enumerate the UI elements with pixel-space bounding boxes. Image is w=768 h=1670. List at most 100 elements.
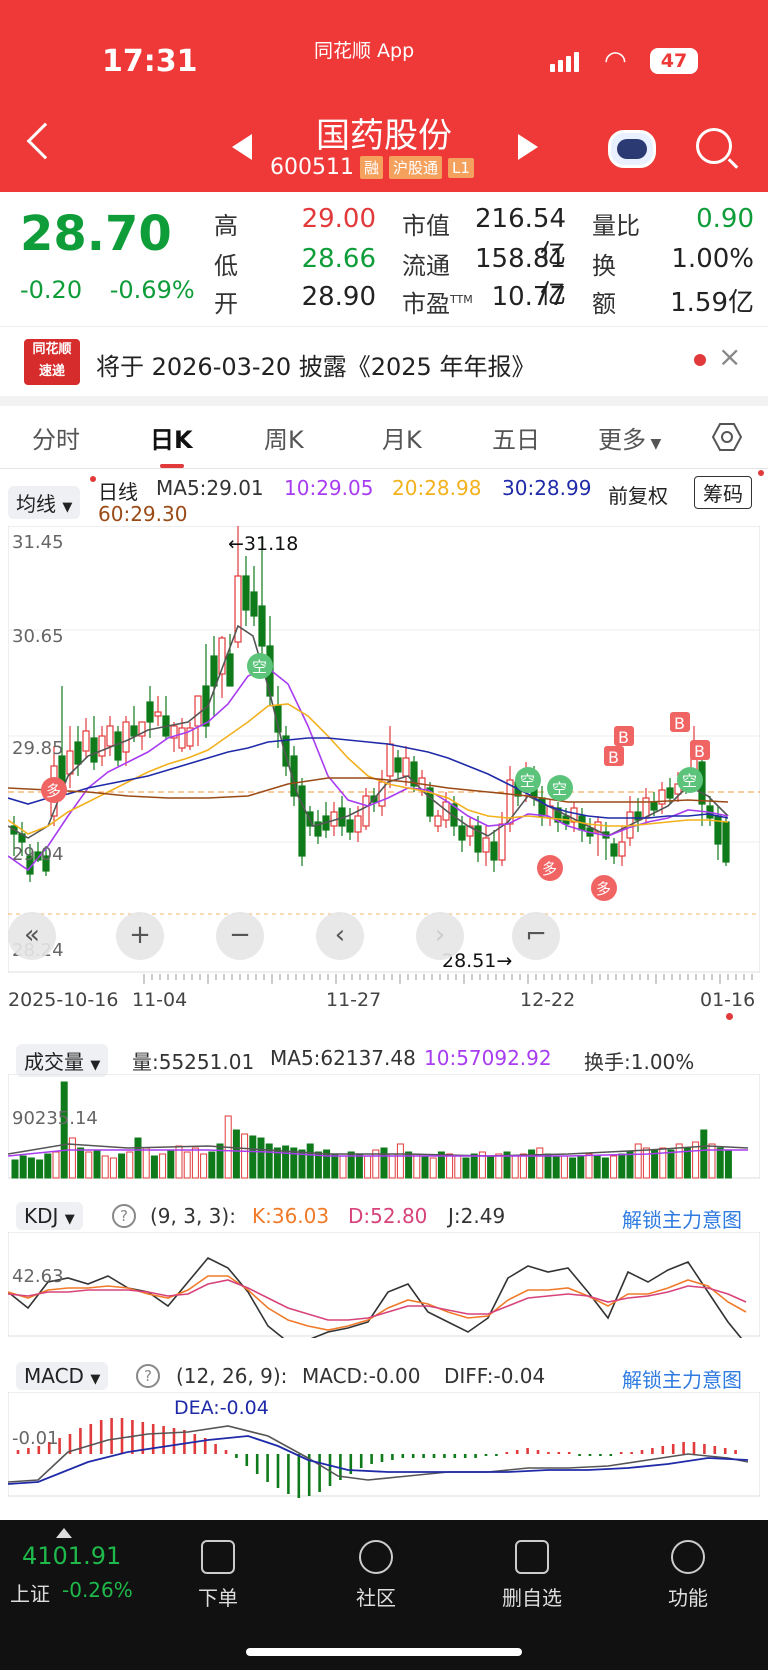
volume-bar — [675, 1143, 683, 1179]
help-icon[interactable]: ? — [112, 1204, 136, 1228]
volume-bar — [618, 1153, 626, 1179]
volume-bar — [716, 1147, 724, 1179]
tab-weekly[interactable]: 周K — [264, 426, 304, 454]
tab-more[interactable]: 更多 ▼ — [598, 420, 661, 455]
macd-dropdown-label: MACD — [24, 1364, 84, 1388]
volume-bar — [659, 1147, 667, 1179]
ma-dropdown-label: 均线 — [16, 492, 56, 516]
next-stock-icon[interactable] — [518, 134, 538, 160]
remove-watchlist-button[interactable]: 删自选 — [482, 1540, 582, 1611]
volume-bar — [118, 1153, 126, 1179]
tab-five-day[interactable]: 五日 — [492, 426, 540, 454]
x-label: 12-22 — [520, 989, 575, 1011]
macd-chart[interactable]: DEA:-0.04 -0.01 — [8, 1392, 760, 1498]
stock-code: 600511 — [270, 155, 354, 180]
ma-dropdown[interactable]: 均线 ▼ — [8, 486, 81, 519]
candle-body — [186, 727, 194, 747]
zoom-out-full-icon[interactable]: « — [8, 912, 56, 960]
ma20-value: 20:28.98 — [392, 476, 482, 500]
volume-dropdown[interactable]: 成交量 ▼ — [16, 1044, 109, 1077]
fullscreen-icon[interactable]: ⌐ — [512, 912, 560, 960]
unlock-link-kdj[interactable]: 解锁主力意图 — [622, 1208, 742, 1232]
prev-stock-icon[interactable] — [232, 134, 252, 160]
macd-dropdown[interactable]: MACD ▼ — [16, 1362, 109, 1390]
expand-icon[interactable] — [56, 1528, 72, 1538]
pe-sup: TTM — [450, 293, 473, 306]
volume-chart[interactable]: 90235.14 — [8, 1074, 760, 1180]
volume-bar — [380, 1147, 388, 1179]
logo-line1: 同花顺 — [32, 342, 72, 357]
adjust-mode[interactable]: 前复权 — [608, 484, 668, 508]
volume-bar — [19, 1155, 27, 1179]
scroll-left-icon[interactable]: ‹ — [316, 912, 364, 960]
chips-dot — [758, 470, 764, 476]
kdj-d: D:52.80 — [348, 1204, 428, 1228]
index-value[interactable]: 4101.91 — [22, 1542, 122, 1570]
buy-signal-label: B — [608, 748, 619, 767]
candle-body — [74, 741, 82, 765]
volume-bar — [405, 1151, 413, 1179]
order-button[interactable]: 下单 — [168, 1540, 268, 1611]
volume-bar — [454, 1155, 462, 1179]
candle-body — [138, 721, 146, 737]
wifi-icon: ◠ — [604, 46, 627, 76]
zoom-in-icon[interactable]: + — [116, 912, 164, 960]
kdj-chart[interactable]: 42.63 — [8, 1232, 760, 1338]
tab-monthly[interactable]: 月K — [382, 426, 422, 454]
value-turnover: 1.00% — [671, 244, 754, 274]
kdj-params: (9, 3, 3): — [150, 1204, 236, 1228]
ma-lines — [8, 624, 729, 872]
tab-daily[interactable]: 日K — [150, 426, 193, 454]
functions-button[interactable]: 功能 — [638, 1540, 738, 1611]
label-open: 开 — [214, 290, 238, 318]
status-time: 17:31 — [102, 44, 198, 79]
kdj-dropdown[interactable]: KDJ ▼ — [16, 1202, 83, 1230]
volume-bar — [249, 1135, 257, 1179]
community-button[interactable]: 社区 — [326, 1540, 426, 1611]
volume-bar — [560, 1155, 568, 1179]
volume-ma5-line — [8, 1143, 749, 1157]
high-label: ←31.18 — [228, 533, 298, 555]
buy-signal-label: B — [694, 742, 705, 761]
kline-chart[interactable]: 31.45 30.65 29.85 29.04 28.24 ←31.18 28.… — [8, 526, 760, 976]
volume-bar — [93, 1149, 101, 1179]
stock-title: 国药股份 — [316, 116, 452, 156]
functions-label: 功能 — [668, 1586, 708, 1610]
chips-button[interactable]: 筹码 — [694, 476, 752, 509]
candle-body — [66, 750, 74, 775]
volume-bar — [52, 1151, 60, 1179]
label-amount: 额 — [592, 290, 616, 318]
tab-intraday[interactable]: 分时 — [32, 426, 80, 454]
scroll-right-icon[interactable]: › — [416, 912, 464, 960]
candle-body — [130, 725, 138, 737]
candle-body — [410, 761, 418, 787]
macd-params: (12, 26, 9): — [176, 1364, 288, 1388]
kdj-k: K:36.03 — [252, 1204, 330, 1228]
label-volratio: 量比 — [592, 212, 640, 240]
signal-label: 多 — [542, 860, 557, 878]
volume-bar — [388, 1153, 396, 1179]
volume-dropdown-label: 成交量 — [24, 1050, 84, 1074]
volume-bar — [364, 1155, 372, 1179]
candle-body — [722, 821, 730, 863]
app-badge[interactable]: 同花顺 App — [314, 40, 415, 62]
candle-body — [178, 727, 186, 749]
volume-bar — [191, 1147, 199, 1179]
x-label: 11-27 — [326, 989, 381, 1011]
settings-icon[interactable] — [712, 422, 742, 452]
search-icon[interactable] — [696, 128, 732, 164]
unlock-link-macd[interactable]: 解锁主力意图 — [622, 1368, 742, 1392]
unread-dot — [694, 354, 706, 366]
chevron-down-icon: ▼ — [90, 1058, 101, 1073]
robot-assistant-icon[interactable] — [608, 130, 656, 168]
volume-bar — [585, 1153, 593, 1179]
signal-label: 空 — [252, 658, 267, 676]
macd-histogram — [16, 1418, 737, 1498]
menu-circle-icon — [671, 1540, 705, 1574]
notice-bar[interactable]: 同花顺 速递 将于 2026-03-20 披露《2025 年年报》 — [0, 326, 768, 396]
volume-bar — [421, 1155, 429, 1179]
help-icon[interactable]: ? — [136, 1364, 160, 1388]
volume-bar — [339, 1155, 347, 1179]
close-icon[interactable]: × — [718, 340, 742, 373]
zoom-out-icon[interactable]: − — [216, 912, 264, 960]
